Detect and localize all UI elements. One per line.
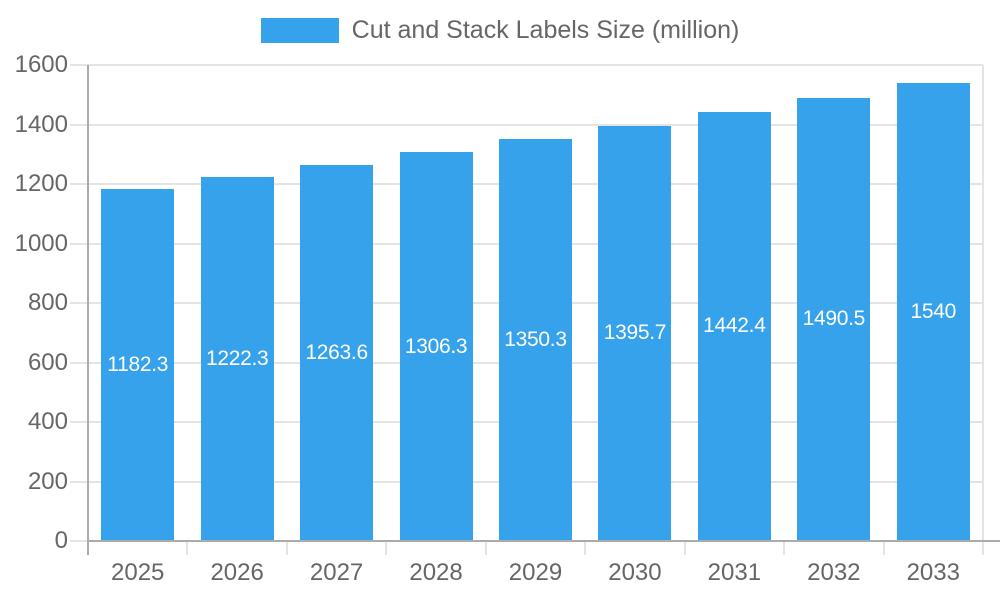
x-tick-2: [285, 541, 288, 555]
legend-label: Cut and Stack Labels Size (million): [351, 16, 740, 44]
x-axis-label-2027: 2027: [309, 559, 364, 586]
y-axis-label-800: 800: [27, 289, 68, 316]
bar-value-label-2029: 1350.3: [504, 328, 567, 352]
bar-2029[interactable]: 1350.3: [499, 139, 572, 541]
x-tick-1: [186, 541, 189, 555]
bar-value-label-2025: 1182.3: [107, 353, 169, 377]
legend: Cut and Stack Labels Size (million): [0, 16, 1000, 45]
bar-2031[interactable]: 1442.4: [697, 111, 771, 541]
x-axis-label-2031: 2031: [707, 559, 762, 586]
bar-2028[interactable]: 1306.3: [399, 152, 473, 541]
y-axis-label-1200: 1200: [14, 170, 68, 197]
bar-value-label-2027: 1263.6: [305, 341, 368, 365]
bar-2033[interactable]: 1540: [896, 82, 970, 541]
bar-value-label-2026: 1222.3: [205, 347, 269, 371]
y-axis-label-400: 400: [27, 408, 68, 435]
x-tick-8: [882, 541, 885, 555]
y-axis-label-0: 0: [54, 527, 68, 554]
gridline-1600: [70, 64, 983, 66]
bar-2025[interactable]: 1182.3: [101, 189, 175, 541]
bar-value-label-2030: 1395.7: [603, 321, 667, 345]
bar-value-label-2032: 1490.5: [802, 307, 866, 331]
x-axis-label-2028: 2028: [409, 559, 463, 586]
bar-2030[interactable]: 1395.7: [598, 125, 672, 541]
plot-right-border: [982, 65, 984, 555]
x-axis-label-2032: 2032: [807, 559, 861, 586]
legend-swatch-icon: [260, 18, 339, 43]
x-tick-5: [584, 541, 587, 555]
bar-value-label-2028: 1306.3: [404, 334, 468, 358]
y-axis-line: [87, 65, 89, 555]
bar-2027[interactable]: 1263.6: [300, 165, 374, 541]
bar-value-label-2033: 1540: [910, 299, 957, 323]
bar-value-label-2031: 1442.4: [703, 314, 766, 338]
y-axis-label-1000: 1000: [14, 229, 68, 257]
bar-2026[interactable]: 1222.3: [200, 177, 274, 541]
x-tick-6: [683, 541, 686, 555]
x-axis-label-2029: 2029: [508, 559, 563, 586]
x-axis-label-2026: 2026: [210, 559, 264, 586]
x-axis-label-2030: 2030: [608, 559, 662, 586]
y-axis-label-1600: 1600: [14, 51, 68, 78]
y-axis-label-200: 200: [27, 467, 68, 495]
x-axis-label-2033: 2033: [906, 559, 960, 586]
y-tick-0: [70, 540, 88, 542]
x-tick-3: [385, 541, 388, 555]
x-tick-4: [484, 541, 487, 555]
x-axis-line: [88, 540, 1000, 542]
y-axis-label-600: 600: [27, 348, 68, 376]
x-axis-label-2025: 2025: [111, 559, 165, 586]
bar-2032[interactable]: 1490.5: [797, 97, 871, 541]
gridline-1400: [70, 123, 983, 126]
x-tick-7: [783, 541, 786, 555]
y-axis-label-1400: 1400: [14, 110, 68, 138]
legend-item-series[interactable]: Cut and Stack Labels Size (million): [260, 16, 740, 45]
